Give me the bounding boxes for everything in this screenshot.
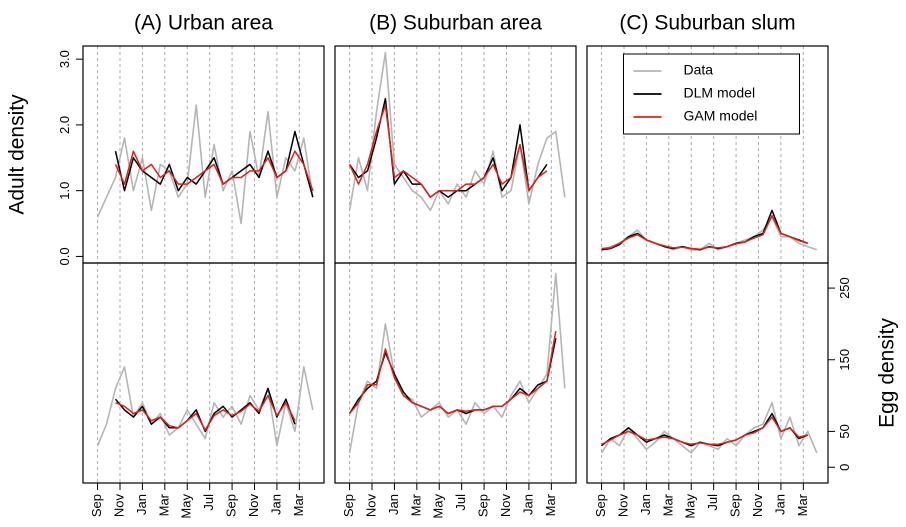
x-tick-label: Jan — [268, 494, 283, 515]
x-tick-label: Sep — [341, 494, 356, 517]
series-line — [348, 97, 548, 198]
x-tick-label: Jul — [201, 494, 216, 511]
x-tick-label: Sep — [224, 494, 239, 517]
panel-frame — [82, 45, 325, 264]
x-tick-label: Jul — [705, 494, 720, 511]
x-tick-label: Nov — [363, 494, 378, 518]
x-tick-label: Mar — [543, 493, 558, 516]
x-tick-label: Jan — [772, 494, 787, 515]
y-tick-label: 3.0 — [57, 50, 72, 68]
legend-label: GAM model — [684, 108, 758, 124]
series-line — [96, 104, 314, 225]
x-tick-label: Nov — [246, 494, 261, 518]
series-line — [114, 150, 314, 191]
x-tick-label: Jan — [134, 494, 149, 515]
series-line — [601, 214, 809, 250]
series-line — [114, 387, 296, 433]
x-tick-label: Nov — [111, 494, 126, 518]
x-tick-label: May — [683, 494, 698, 519]
x-tick-label: Mar — [795, 493, 810, 516]
x-tick-label: Sep — [89, 494, 104, 517]
panel-frame — [586, 262, 829, 484]
panel-title: (A) Urban area — [134, 12, 273, 35]
series-line — [348, 51, 566, 212]
y-tick-label: 0 — [837, 464, 852, 471]
series-line — [601, 412, 809, 447]
series-line — [348, 104, 548, 198]
x-tick-label: Mar — [660, 493, 675, 516]
series-line — [601, 209, 809, 251]
x-tick-label: Nov — [615, 494, 630, 518]
x-tick-label: Sep — [728, 494, 743, 517]
y-axis-label: Egg density — [876, 318, 899, 428]
panel-title: (B) Suburban area — [369, 12, 542, 35]
y-tick-label: 0.0 — [57, 247, 72, 265]
series-line — [349, 330, 557, 415]
x-tick-label: May — [431, 494, 446, 519]
x-tick-label: Jan — [386, 494, 401, 515]
panel-title: (C) Suburban slum — [619, 12, 795, 35]
series-line — [600, 401, 818, 454]
x-tick-label: May — [179, 494, 194, 519]
x-tick-label: Nov — [498, 494, 513, 518]
panel-frame — [82, 262, 325, 484]
series-line — [601, 416, 808, 446]
y-tick-label: 2.0 — [57, 116, 72, 134]
x-tick-label: Mar — [156, 493, 171, 516]
y-tick-label: 150 — [837, 349, 852, 371]
series-line — [115, 394, 296, 431]
y-tick-label: 1.0 — [57, 182, 72, 200]
y-tick-label: 50 — [837, 424, 852, 438]
legend-label: DLM model — [684, 85, 756, 101]
x-tick-label: Jul — [453, 494, 468, 511]
series-line — [348, 338, 557, 415]
x-tick-label: Nov — [750, 494, 765, 518]
x-tick-label: Mar — [291, 493, 306, 516]
y-tick-label: 250 — [837, 277, 852, 299]
x-tick-label: Sep — [476, 494, 491, 517]
y-axis-label: Adult density — [6, 94, 29, 215]
legend-label: Data — [684, 62, 714, 78]
x-tick-label: Mar — [408, 493, 423, 516]
x-tick-label: Jan — [638, 494, 653, 515]
panel-frame — [334, 262, 577, 484]
x-tick-label: Sep — [593, 494, 608, 517]
series-line — [96, 366, 314, 447]
series-line — [601, 216, 818, 251]
x-tick-label: Jan — [520, 494, 535, 515]
